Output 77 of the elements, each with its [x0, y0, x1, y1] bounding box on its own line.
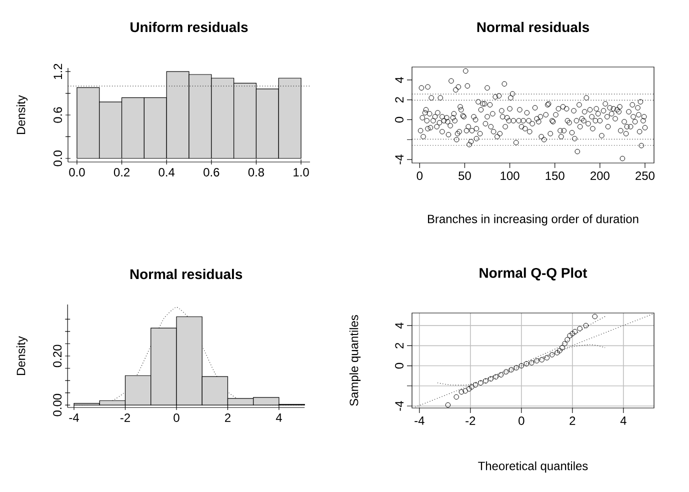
y-tick-label: 4	[395, 76, 404, 83]
x-tick-label: -4	[69, 414, 79, 422]
x-tick-label: 0	[174, 414, 180, 422]
y-tick-label: 0	[395, 362, 404, 369]
point	[570, 330, 576, 336]
x-axis-title: Branches in increasing order of duration	[428, 214, 638, 226]
point	[557, 348, 562, 354]
point	[544, 355, 550, 360]
x-tick-label: 2	[570, 416, 576, 425]
y-tick-label: 0.6	[54, 107, 62, 123]
point	[528, 360, 534, 366]
y-tick-label: 4	[395, 322, 404, 329]
point	[466, 386, 472, 392]
y-tick-label: -4	[395, 401, 404, 411]
x-tick-label: 100	[500, 172, 520, 180]
x-tick-label: 0.2	[114, 168, 130, 176]
point	[514, 365, 519, 370]
y-tick-label: 0.0	[54, 150, 62, 166]
point	[469, 384, 474, 390]
point	[564, 337, 570, 342]
chart-title: Uniform residuals	[130, 22, 248, 32]
x-tick-label: 0.6	[204, 168, 220, 176]
x-tick-label: 250	[636, 172, 654, 180]
y-tick-label: 2	[395, 97, 404, 103]
chart-title: Normal residuals	[130, 268, 242, 280]
point	[562, 341, 568, 346]
x-tick-label: 200	[590, 172, 610, 180]
x-tick-label: 0.4	[158, 168, 175, 176]
point	[454, 394, 460, 400]
point	[445, 402, 451, 408]
x-axis-title: Theoretical quantiles	[478, 461, 588, 473]
point	[554, 350, 560, 356]
x-tick-label: 2	[225, 414, 230, 422]
x-tick-label: -2	[466, 416, 476, 425]
point	[572, 328, 578, 334]
y-tick-label: 0.00	[53, 394, 62, 416]
point	[549, 352, 555, 358]
point	[488, 376, 494, 382]
x-tick-label: 4	[276, 414, 282, 422]
point	[508, 367, 514, 372]
y-axis-title: Density	[16, 95, 28, 134]
point	[503, 369, 509, 374]
point	[498, 372, 504, 378]
chart-title: Normal residuals	[477, 22, 590, 32]
x-tick-label: 0	[416, 172, 423, 180]
x-tick-label: 0.0	[69, 168, 85, 176]
point	[472, 382, 478, 388]
point	[592, 314, 598, 320]
point	[478, 380, 484, 386]
point	[493, 374, 499, 380]
point	[458, 389, 464, 395]
x-tick-label: -4	[414, 416, 424, 425]
point	[483, 378, 488, 384]
y-axis-title: Sample quantiles	[349, 315, 361, 406]
x-tick-label: 0.8	[248, 168, 264, 176]
point	[583, 322, 589, 328]
y-axis-title: Density	[16, 336, 28, 375]
point	[577, 326, 582, 332]
y-tick-label: 0	[395, 116, 404, 123]
x-tick-label: 1.0	[294, 168, 309, 176]
x-tick-label: 4	[620, 416, 626, 425]
x-tick-label: 150	[546, 172, 564, 180]
x-tick-label: -2	[120, 414, 130, 422]
point	[518, 363, 524, 368]
x-tick-label: 50	[458, 172, 471, 180]
point	[524, 361, 530, 366]
point	[539, 357, 544, 362]
point	[462, 388, 468, 394]
y-tick-label: 2	[395, 342, 404, 348]
y-tick-label: 0.20	[53, 344, 62, 368]
point	[534, 358, 540, 364]
point	[567, 332, 572, 338]
y-tick-label: 1.2	[54, 64, 62, 80]
y-tick-label: -4	[395, 154, 404, 164]
chart-title: Normal Q-Q Plot	[480, 268, 588, 280]
point	[560, 345, 565, 350]
x-tick-label: 0	[518, 416, 524, 425]
